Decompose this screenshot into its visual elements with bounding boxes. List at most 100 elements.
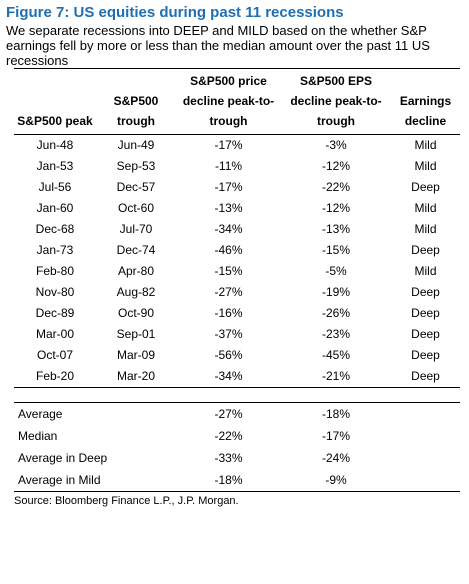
cell-eps-decline: -19% <box>321 285 350 299</box>
cell-trough: Jun-49 <box>117 138 155 152</box>
cell-trough: Dec-57 <box>116 180 156 194</box>
table-spacer <box>14 388 460 403</box>
cell-earnings-decline: Deep <box>411 327 440 341</box>
cell-price-decline: -17% <box>214 138 243 152</box>
summary-blank <box>391 402 460 425</box>
cell-price-decline: -27% <box>214 285 243 299</box>
cell-peak: Mar-00 <box>35 327 74 341</box>
cell-price-decline: -15% <box>214 264 243 278</box>
table-row: Dec-89 Oct-90 -16% -26% Deep <box>14 303 460 324</box>
cell-eps-decline: -45% <box>321 348 350 362</box>
cell-trough: Oct-60 <box>117 201 154 215</box>
cell-trough: Mar-20 <box>96 366 176 388</box>
cell-price-decline: -37% <box>214 327 243 341</box>
cell-eps-decline: -12% <box>321 201 350 215</box>
cell-peak: Jan-73 <box>36 243 74 257</box>
cell-trough: Apr-80 <box>117 264 155 278</box>
table-header-row: S&P500 peak S&P500 trough S&P500 price d… <box>14 68 460 135</box>
cell-eps-decline: -3% <box>325 138 347 152</box>
table-row: Oct-07 Mar-09 -56% -45% Deep <box>14 345 460 366</box>
cell-price-decline: -34% <box>214 222 243 236</box>
header-cell-trough: S&P500 trough <box>96 68 176 135</box>
figure-title: Figure 7: US equities during past 11 rec… <box>6 4 344 21</box>
recessions-table: S&P500 peak S&P500 trough S&P500 price d… <box>14 68 460 492</box>
table-row: Feb-80 Apr-80 -15% -5% Mild <box>14 261 460 282</box>
cell-price-decline: -17% <box>214 180 243 194</box>
cell-price-decline: -34% <box>176 366 281 388</box>
cell-trough: Sep-01 <box>116 327 156 341</box>
cell-earnings-decline: Deep <box>391 366 460 388</box>
cell-price-decline: -13% <box>214 201 243 215</box>
cell-trough: Aug-82 <box>116 285 156 299</box>
cell-price-decline: -46% <box>214 243 243 257</box>
cell-eps-decline: -22% <box>321 180 350 194</box>
summary-label: Average in Mild <box>14 469 176 492</box>
cell-peak: Nov-80 <box>35 285 75 299</box>
cell-earnings-decline: Deep <box>411 285 440 299</box>
cell-earnings-decline: Mild <box>414 222 437 236</box>
table-row: Jun-48 Jun-49 -17% -3% Mild <box>14 135 460 157</box>
cell-price-decline: -56% <box>214 348 243 362</box>
header-cell-peak: S&P500 peak <box>14 68 96 135</box>
summary-label: Average in Deep <box>18 451 108 465</box>
summary-row: Average -27% -18% <box>14 402 460 425</box>
summary-blank <box>391 425 460 447</box>
table-row: Nov-80 Aug-82 -27% -19% Deep <box>14 282 460 303</box>
summary-eps-decline: -17% <box>321 429 350 443</box>
cell-peak: Jul-56 <box>38 180 72 194</box>
cell-trough: Oct-90 <box>117 306 154 320</box>
summary-price-decline: -22% <box>214 429 243 443</box>
summary-eps-decline: -18% <box>281 402 391 425</box>
summary-price-decline: -33% <box>214 451 243 465</box>
cell-eps-decline: -26% <box>321 306 350 320</box>
figure-page: Figure 7: US equities during past 11 rec… <box>0 4 469 584</box>
summary-eps-decline: -24% <box>321 451 350 465</box>
summary-eps-decline: -9% <box>281 469 391 492</box>
cell-peak: Feb-20 <box>14 366 96 388</box>
header-cell-earnings-decline: Earnings decline <box>391 68 460 135</box>
summary-label: Median <box>18 429 58 443</box>
cell-trough: Dec-74 <box>116 243 156 257</box>
cell-trough: Sep-53 <box>116 159 156 173</box>
cell-peak: Jan-53 <box>36 159 74 173</box>
header-cell-price-decline: S&P500 price decline peak-to-trough <box>176 68 281 135</box>
summary-blank <box>391 447 460 469</box>
cell-eps-decline: -23% <box>321 327 350 341</box>
table-row: Dec-68 Jul-70 -34% -13% Mild <box>14 219 460 240</box>
cell-eps-decline: -15% <box>321 243 350 257</box>
cell-eps-decline: -5% <box>325 264 347 278</box>
cell-eps-decline: -12% <box>321 159 350 173</box>
summary-label: Average <box>14 402 176 425</box>
cell-price-decline: -16% <box>214 306 243 320</box>
table-row: Jan-53 Sep-53 -11% -12% Mild <box>14 156 460 177</box>
cell-peak: Jun-48 <box>36 138 74 152</box>
cell-peak: Jan-60 <box>36 201 74 215</box>
table-row: Mar-00 Sep-01 -37% -23% Deep <box>14 324 460 345</box>
cell-earnings-decline: Deep <box>411 180 440 194</box>
cell-earnings-decline: Mild <box>414 159 437 173</box>
cell-earnings-decline: Mild <box>414 201 437 215</box>
figure-description: We separate recessions into DEEP and MIL… <box>6 23 430 68</box>
table-row: Jul-56 Dec-57 -17% -22% Deep <box>14 177 460 198</box>
cell-peak: Oct-07 <box>36 348 73 362</box>
cell-peak: Feb-80 <box>35 264 75 278</box>
cell-earnings-decline: Deep <box>411 348 440 362</box>
summary-row: Median -22% -17% <box>14 425 460 447</box>
table-row: Jan-60 Oct-60 -13% -12% Mild <box>14 198 460 219</box>
cell-earnings-decline: Deep <box>411 243 440 257</box>
cell-eps-decline: -21% <box>281 366 391 388</box>
cell-peak: Dec-68 <box>35 222 75 236</box>
table-row: Feb-20 Mar-20 -34% -21% Deep <box>14 366 460 388</box>
cell-trough: Mar-09 <box>116 348 155 362</box>
summary-row: Average in Mild -18% -9% <box>14 469 460 492</box>
cell-eps-decline: -13% <box>321 222 350 236</box>
summary-price-decline: -18% <box>176 469 281 492</box>
cell-price-decline: -11% <box>214 159 243 173</box>
cell-earnings-decline: Deep <box>411 306 440 320</box>
cell-earnings-decline: Mild <box>414 138 437 152</box>
summary-blank <box>391 469 460 492</box>
summary-price-decline: -27% <box>176 402 281 425</box>
cell-earnings-decline: Mild <box>414 264 437 278</box>
summary-row: Average in Deep -33% -24% <box>14 447 460 469</box>
cell-peak: Dec-89 <box>35 306 75 320</box>
